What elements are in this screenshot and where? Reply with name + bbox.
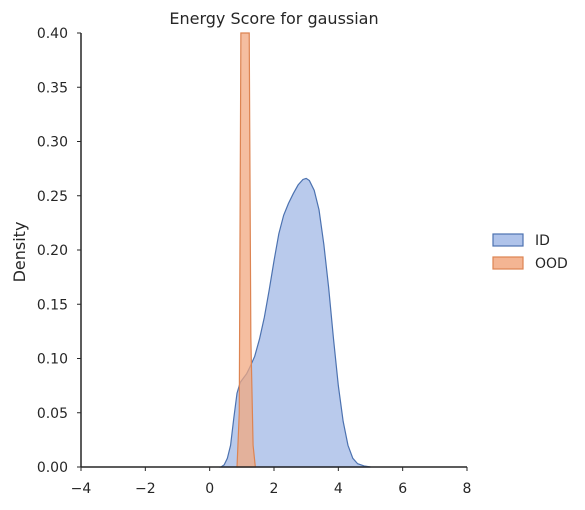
- y-tick-label: 0.15: [37, 297, 68, 313]
- y-tick-label: 0.30: [37, 135, 68, 151]
- x-tick-label: 8: [463, 481, 472, 497]
- y-tick-label: 0.05: [37, 406, 68, 422]
- legend-swatch-ood: [492, 256, 524, 270]
- density-area-ood: [236, 32, 257, 468]
- x-tick-label: 4: [334, 481, 343, 497]
- y-tick-label: 0.10: [37, 352, 68, 368]
- y-tick-label: 0.40: [37, 26, 68, 42]
- y-tick-label: 0.00: [37, 460, 68, 476]
- x-tick-label: 0: [205, 481, 214, 497]
- legend: ID OOD: [492, 233, 568, 272]
- x-tick-label: −2: [135, 481, 156, 497]
- axes: −4 −2 0 2 4 6 8 0.00 0.05 0.10 0.15 0.20 0.25 0.30 0.3…: [37, 26, 472, 497]
- x-tick-label: −4: [71, 481, 92, 497]
- y-tick-label: 0.35: [37, 80, 68, 96]
- legend-label-ood: OOD: [535, 256, 568, 272]
- plot-area: [218, 32, 371, 468]
- legend-swatch-id: [492, 233, 524, 247]
- x-tick-label: 2: [270, 481, 279, 497]
- y-tick-label: 0.20: [37, 243, 68, 259]
- y-tick-label: 0.25: [37, 189, 68, 205]
- chart-title: Energy Score for gaussian: [169, 9, 378, 28]
- legend-label-id: ID: [535, 233, 550, 249]
- x-tick-label: 6: [398, 481, 407, 497]
- y-axis-label: Density: [10, 222, 29, 283]
